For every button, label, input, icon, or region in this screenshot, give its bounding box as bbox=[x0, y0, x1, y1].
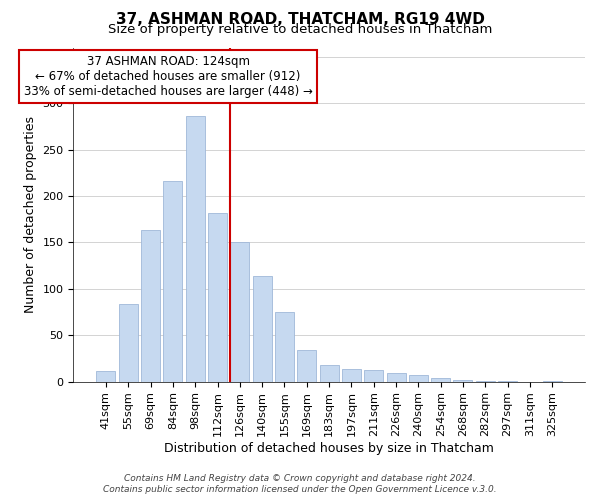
Text: 37, ASHMAN ROAD, THATCHAM, RG19 4WD: 37, ASHMAN ROAD, THATCHAM, RG19 4WD bbox=[116, 12, 484, 28]
Bar bbox=[208, 212, 227, 382]
Bar bbox=[543, 380, 562, 382]
Bar bbox=[119, 304, 138, 382]
Bar bbox=[342, 368, 361, 382]
Bar bbox=[275, 312, 294, 382]
X-axis label: Distribution of detached houses by size in Thatcham: Distribution of detached houses by size … bbox=[164, 442, 494, 455]
Bar bbox=[186, 116, 205, 382]
Bar bbox=[163, 181, 182, 382]
Bar bbox=[230, 242, 250, 382]
Text: 37 ASHMAN ROAD: 124sqm
← 67% of detached houses are smaller (912)
33% of semi-de: 37 ASHMAN ROAD: 124sqm ← 67% of detached… bbox=[23, 55, 313, 98]
Y-axis label: Number of detached properties: Number of detached properties bbox=[24, 116, 37, 313]
Bar bbox=[297, 350, 316, 382]
Bar bbox=[97, 372, 115, 382]
Bar bbox=[364, 370, 383, 382]
Bar bbox=[476, 380, 495, 382]
Bar bbox=[431, 378, 450, 382]
Bar bbox=[454, 380, 472, 382]
Bar bbox=[320, 365, 338, 382]
Bar bbox=[253, 276, 272, 382]
Text: Size of property relative to detached houses in Thatcham: Size of property relative to detached ho… bbox=[108, 22, 492, 36]
Bar bbox=[409, 375, 428, 382]
Bar bbox=[141, 230, 160, 382]
Text: Contains HM Land Registry data © Crown copyright and database right 2024.
Contai: Contains HM Land Registry data © Crown c… bbox=[103, 474, 497, 494]
Bar bbox=[386, 373, 406, 382]
Bar bbox=[498, 380, 517, 382]
